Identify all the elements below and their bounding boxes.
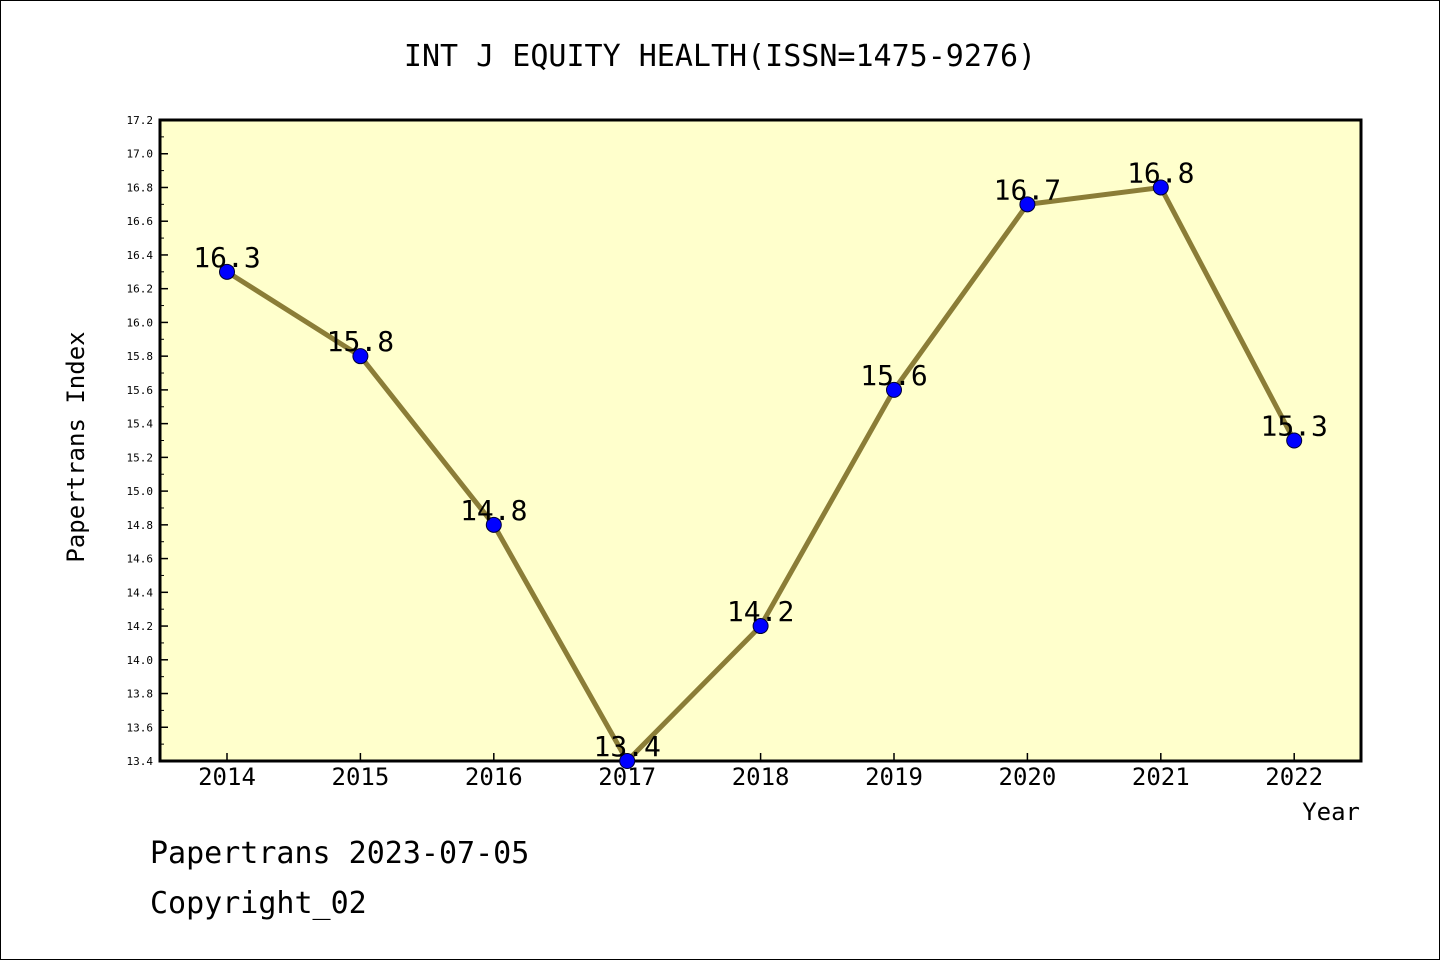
data-label: 14.2 (727, 595, 794, 628)
y-tick-label: 16.2 (127, 283, 154, 296)
data-label: 16.3 (193, 241, 260, 274)
data-label: 15.6 (860, 359, 927, 392)
data-label: 16.7 (994, 173, 1061, 206)
data-label: 15.3 (1260, 410, 1327, 443)
x-tick-label: 2015 (332, 763, 390, 791)
y-tick-label: 16.4 (127, 249, 154, 262)
data-point (352, 348, 369, 365)
data-point (752, 618, 769, 635)
data-point (485, 516, 502, 533)
y-tick-label: 15.0 (127, 485, 154, 498)
data-point (619, 753, 636, 769)
y-tick-label: 16.8 (127, 181, 154, 194)
data-label: 13.4 (593, 730, 660, 763)
x-axis-ticks: 2014 2015 2016 2017 2018 2019 2020 2021 2022 (198, 753, 1323, 791)
x-tick-label: 2019 (865, 763, 923, 791)
x-tick-label: 2018 (732, 763, 790, 791)
x-tick-label: 2014 (198, 763, 256, 791)
chart-title: INT J EQUITY HEALTH(ISSN=1475-9276) (404, 39, 1036, 74)
y-tick-label: 14.2 (127, 620, 154, 633)
data-label: 16.8 (1127, 156, 1194, 189)
y-tick-label: 14.4 (127, 586, 154, 599)
x-tick-label: 2022 (1265, 763, 1323, 791)
y-tick-label: 16.0 (127, 316, 154, 329)
y-tick-label: 13.4 (127, 755, 154, 768)
footer-date-text: Papertrans 2023-07-05 (150, 836, 530, 871)
y-tick-label: 16.6 (127, 215, 154, 228)
x-axis-label: Year (1302, 798, 1360, 826)
footer-copyright-text: Copyright_02 (150, 886, 367, 921)
x-tick-label: 2021 (1132, 763, 1190, 791)
y-tick-label: 15.4 (127, 418, 154, 431)
series-markers (219, 179, 1303, 769)
y-tick-label: 17.0 (127, 148, 154, 161)
y-tick-label: 15.6 (127, 384, 154, 397)
y-axis-label: Papertrans Index (62, 331, 90, 562)
y-tick-label: 14.8 (127, 519, 154, 532)
plot-area (158, 118, 1363, 763)
data-point (886, 381, 902, 398)
data-label: 14.8 (460, 494, 527, 527)
y-tick-label: 13.8 (127, 688, 154, 701)
data-labels: 16.3 15.8 14.8 13.4 14.2 15.6 16.7 16.8 15.3 (193, 156, 1328, 763)
data-point (219, 263, 235, 280)
x-tick-label: 2016 (465, 763, 523, 791)
data-point (1152, 179, 1169, 196)
y-tick-label: 13.6 (127, 721, 154, 734)
y-tick-label: 14.0 (127, 654, 154, 667)
y-axis-ticks: 13.4 13.6 13.8 14.0 14.2 14.4 14.6 14.8 15.0 15.2… (127, 114, 168, 768)
data-point (1286, 432, 1303, 449)
y-tick-label: 15.8 (127, 350, 154, 363)
y-tick-label: 14.6 (127, 553, 154, 566)
y-tick-label: 15.2 (127, 451, 154, 464)
data-label: 15.8 (327, 325, 394, 358)
y-tick-label: 17.2 (127, 114, 154, 127)
data-point (1019, 196, 1036, 213)
x-tick-label: 2020 (999, 763, 1057, 791)
